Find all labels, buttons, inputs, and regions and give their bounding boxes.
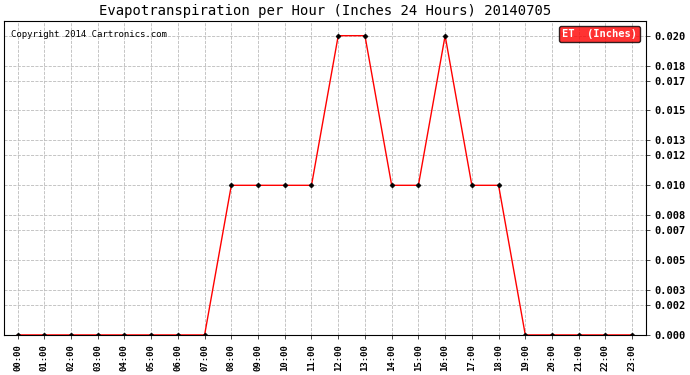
Legend: ET  (Inches): ET (Inches) (559, 26, 640, 42)
Text: Copyright 2014 Cartronics.com: Copyright 2014 Cartronics.com (10, 30, 166, 39)
Title: Evapotranspiration per Hour (Inches 24 Hours) 20140705: Evapotranspiration per Hour (Inches 24 H… (99, 4, 551, 18)
